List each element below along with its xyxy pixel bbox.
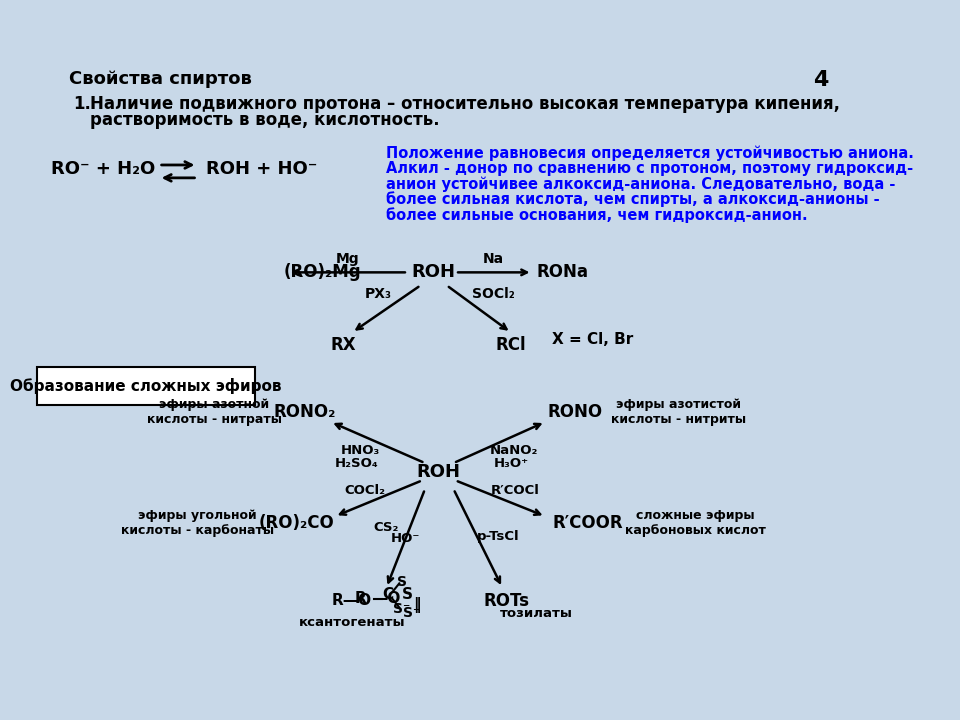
Text: S⁻: S⁻	[403, 606, 420, 621]
Text: RX: RX	[330, 336, 356, 354]
Text: SOCl₂: SOCl₂	[472, 287, 516, 301]
Text: COCl₂: COCl₂	[345, 484, 385, 497]
Text: ROH: ROH	[416, 463, 460, 481]
Text: RCl: RCl	[495, 336, 526, 354]
Text: S⁻: S⁻	[394, 602, 411, 616]
Text: H₃O⁺: H₃O⁺	[493, 456, 529, 469]
Text: S: S	[396, 575, 407, 589]
Text: R′COOR: R′COOR	[553, 514, 624, 532]
Text: более сильные основания, чем гидроксид-анион.: более сильные основания, чем гидроксид-а…	[386, 207, 808, 222]
Text: ROH: ROH	[412, 264, 456, 282]
Text: более сильная кислота, чем спирты, а алкоксид-анионы -: более сильная кислота, чем спирты, а алк…	[386, 192, 880, 207]
Text: p-TsCl: p-TsCl	[477, 530, 519, 543]
Text: RONO₂: RONO₂	[274, 402, 336, 420]
Text: HNO₃: HNO₃	[341, 444, 380, 456]
Text: —O: —O	[372, 591, 400, 606]
Text: растворимость в воде, кислотность.: растворимость в воде, кислотность.	[90, 111, 440, 129]
Text: Mg: Mg	[336, 253, 360, 266]
Text: R: R	[355, 591, 367, 606]
FancyBboxPatch shape	[36, 367, 255, 405]
Text: (RO)₂Mg: (RO)₂Mg	[283, 264, 361, 282]
Text: Наличие подвижного протона – относительно высокая температура кипения,: Наличие подвижного протона – относительн…	[90, 95, 840, 113]
Text: PX₃: PX₃	[364, 287, 392, 301]
Text: Образование сложных эфиров: Образование сложных эфиров	[10, 378, 281, 394]
Text: эфиры угольной
кислоты - карбонаты: эфиры угольной кислоты - карбонаты	[121, 509, 274, 537]
Text: NaNO₂: NaNO₂	[490, 444, 538, 456]
Text: (RO)₂CO: (RO)₂CO	[258, 514, 334, 532]
Text: тозилаты: тозилаты	[500, 607, 573, 620]
Text: C: C	[382, 587, 394, 602]
Text: RO⁻ + H₂O: RO⁻ + H₂O	[51, 161, 156, 179]
Text: Алкил - донор по сравнению с протоном, поэтому гидроксид-: Алкил - донор по сравнению с протоном, п…	[386, 161, 914, 176]
Text: H₂SO₄: H₂SO₄	[334, 456, 378, 469]
Text: CS₂: CS₂	[373, 521, 399, 534]
Text: R—O: R—O	[332, 593, 372, 608]
Text: эфиры азотной
кислоты - нитраты: эфиры азотной кислоты - нитраты	[147, 397, 282, 426]
Text: сложные эфиры
карбоновых кислот: сложные эфиры карбоновых кислот	[625, 509, 766, 537]
Text: X = Cl, Br: X = Cl, Br	[552, 332, 634, 347]
Text: анион устойчивее алкоксид-аниона. Следовательно, вода -: анион устойчивее алкоксид-аниона. Следов…	[386, 176, 896, 192]
Text: HO⁻: HO⁻	[391, 532, 420, 545]
Text: RONa: RONa	[537, 264, 588, 282]
Text: ROTs: ROTs	[484, 592, 530, 610]
Text: ROH + HO⁻: ROH + HO⁻	[206, 161, 318, 179]
Text: 1.: 1.	[73, 95, 90, 113]
Text: Положение равновесия определяется устойчивостью аниона.: Положение равновесия определяется устойч…	[386, 145, 914, 161]
Text: 4: 4	[813, 70, 828, 89]
Text: ‖: ‖	[413, 597, 420, 613]
Text: RONO: RONO	[548, 402, 603, 420]
Text: S: S	[402, 587, 414, 602]
Text: ксантогенаты: ксантогенаты	[299, 616, 405, 629]
Text: Na: Na	[483, 253, 504, 266]
Text: R′COCl: R′COCl	[491, 484, 540, 497]
Text: Свойства спиртов: Свойства спиртов	[68, 70, 252, 88]
Text: эфиры азотистой
кислоты - нитриты: эфиры азотистой кислоты - нитриты	[611, 397, 746, 426]
